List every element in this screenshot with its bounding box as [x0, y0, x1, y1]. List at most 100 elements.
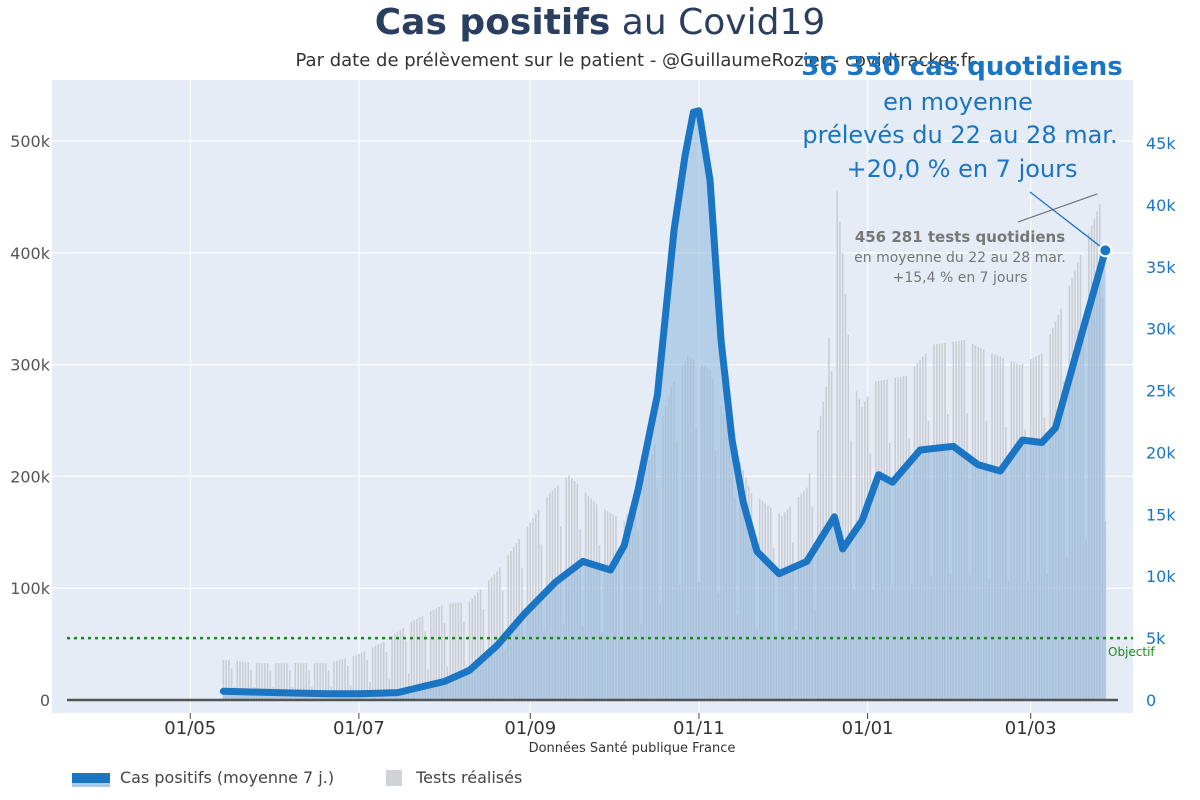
y-right-tick-label: 25k — [1146, 382, 1176, 401]
tests-bar — [396, 631, 399, 700]
tests-bar — [266, 663, 269, 700]
tests-bar — [275, 663, 277, 700]
x-tick-label: 01/07 — [333, 718, 385, 739]
tests-bar — [421, 615, 424, 700]
tests-bar — [280, 663, 283, 700]
tests-bar — [391, 635, 393, 700]
y-left-tick-label: 200k — [10, 467, 51, 486]
tests-bar — [352, 656, 355, 700]
x-tick-label: 01/01 — [842, 718, 894, 739]
tests-bar — [302, 663, 305, 700]
legend-cases-swatch[interactable] — [72, 772, 110, 787]
tests-bar — [347, 666, 349, 700]
tests-bar — [277, 663, 280, 700]
tests-bar — [324, 663, 327, 700]
tests-bar — [316, 663, 319, 700]
tests-bar — [399, 629, 402, 700]
tests-bar — [313, 663, 316, 700]
x-tick-label: 01/11 — [673, 718, 725, 739]
tests-bar — [239, 661, 241, 700]
tests-bar — [380, 643, 382, 700]
cases-annotation-title: 36 330 cas quotidiens — [801, 52, 1123, 82]
legend-cases-label[interactable]: Cas positifs (moyenne 7 j.) — [120, 768, 335, 787]
legend-tests-swatch[interactable] — [386, 769, 403, 786]
cases-line — [219, 107, 1109, 698]
cases-annotation-line4: +20,0 % en 7 jours — [846, 155, 1077, 183]
tests-bar — [828, 338, 830, 700]
tests-annotation-title: 456 281 tests quotidiens — [855, 228, 1065, 246]
tests-bar — [327, 670, 330, 700]
tests-bar — [385, 651, 388, 700]
tests-bar — [471, 598, 473, 700]
tests-bar — [460, 602, 462, 700]
x-tick-label: 01/03 — [1005, 718, 1057, 739]
tests-bar — [479, 589, 482, 700]
tests-bar — [418, 617, 421, 700]
tests-bar — [841, 252, 844, 701]
tests-bar — [225, 660, 227, 700]
tests-bar — [341, 659, 344, 700]
tests-bar — [269, 670, 272, 700]
tests-bar — [394, 633, 396, 700]
y-right-tick-label: 5k — [1146, 629, 1166, 648]
legend-tests-label[interactable]: Tests réalisés — [416, 768, 523, 787]
x-tick-label: 01/05 — [164, 718, 216, 739]
tests-bar — [477, 592, 479, 700]
tests-bar — [847, 334, 849, 700]
tests-bar — [322, 663, 324, 700]
y-right-tick-label: 30k — [1146, 320, 1176, 339]
tests-bar — [457, 602, 460, 700]
tests-bar — [264, 663, 266, 700]
tests-bar — [247, 662, 250, 700]
tests-bar — [430, 611, 432, 700]
y-left-tick-label: 500k — [10, 132, 51, 151]
tests-bar — [242, 661, 244, 700]
tests-bar — [258, 663, 261, 700]
y-left-tick-label: 100k — [10, 579, 51, 598]
tests-bar — [366, 659, 368, 700]
y-right-tick-label: 0 — [1146, 691, 1156, 710]
tests-bar — [344, 658, 346, 700]
source-label: Données Santé publique France — [529, 741, 736, 756]
tests-bar — [496, 571, 498, 700]
tests-bar — [319, 663, 321, 700]
legend: Cas positifs (moyenne 7 j.) Tests réalis… — [72, 768, 522, 787]
tests-bar — [374, 645, 377, 700]
y-left-tick-label: 0 — [40, 691, 50, 710]
tests-bar — [289, 670, 291, 700]
tests-bar — [230, 668, 233, 700]
tests-bar — [286, 663, 288, 700]
chart-subtitle: Par date de prélèvement sur le patient -… — [295, 50, 975, 71]
tests-bar — [377, 644, 379, 700]
tests-bar — [308, 670, 310, 700]
tests-bar — [454, 602, 457, 700]
tests-annotation-line3: +15,4 % en 7 jours — [893, 270, 1028, 286]
tests-bar — [452, 603, 454, 700]
tests-bar — [443, 623, 446, 700]
y-right-tick-label: 45k — [1146, 134, 1176, 153]
tests-bar — [297, 663, 299, 700]
tests-bar — [363, 651, 366, 700]
tests-annotation-arrow — [1017, 193, 1098, 223]
tests-bar — [413, 620, 415, 700]
tests-bar — [261, 663, 263, 700]
cases-area — [223, 110, 1106, 701]
tests-bar — [836, 191, 838, 700]
tests-bar — [410, 621, 413, 700]
x-tick-label: 01/09 — [504, 718, 556, 739]
tests-bar — [255, 663, 258, 700]
tests-bar — [383, 641, 385, 700]
y-right-tick-label: 20k — [1146, 443, 1176, 462]
tests-bar — [402, 627, 404, 700]
tests-bar — [463, 621, 465, 700]
tests-bar — [222, 659, 225, 700]
tests-bar — [438, 606, 440, 700]
tests-bar — [358, 653, 360, 700]
tests-bar — [305, 663, 308, 700]
tests-bar — [371, 647, 374, 700]
tests-bar — [449, 603, 451, 700]
tests-bar — [468, 601, 471, 700]
objective-label: Objectif — [1108, 645, 1155, 659]
tests-bar — [424, 631, 426, 700]
